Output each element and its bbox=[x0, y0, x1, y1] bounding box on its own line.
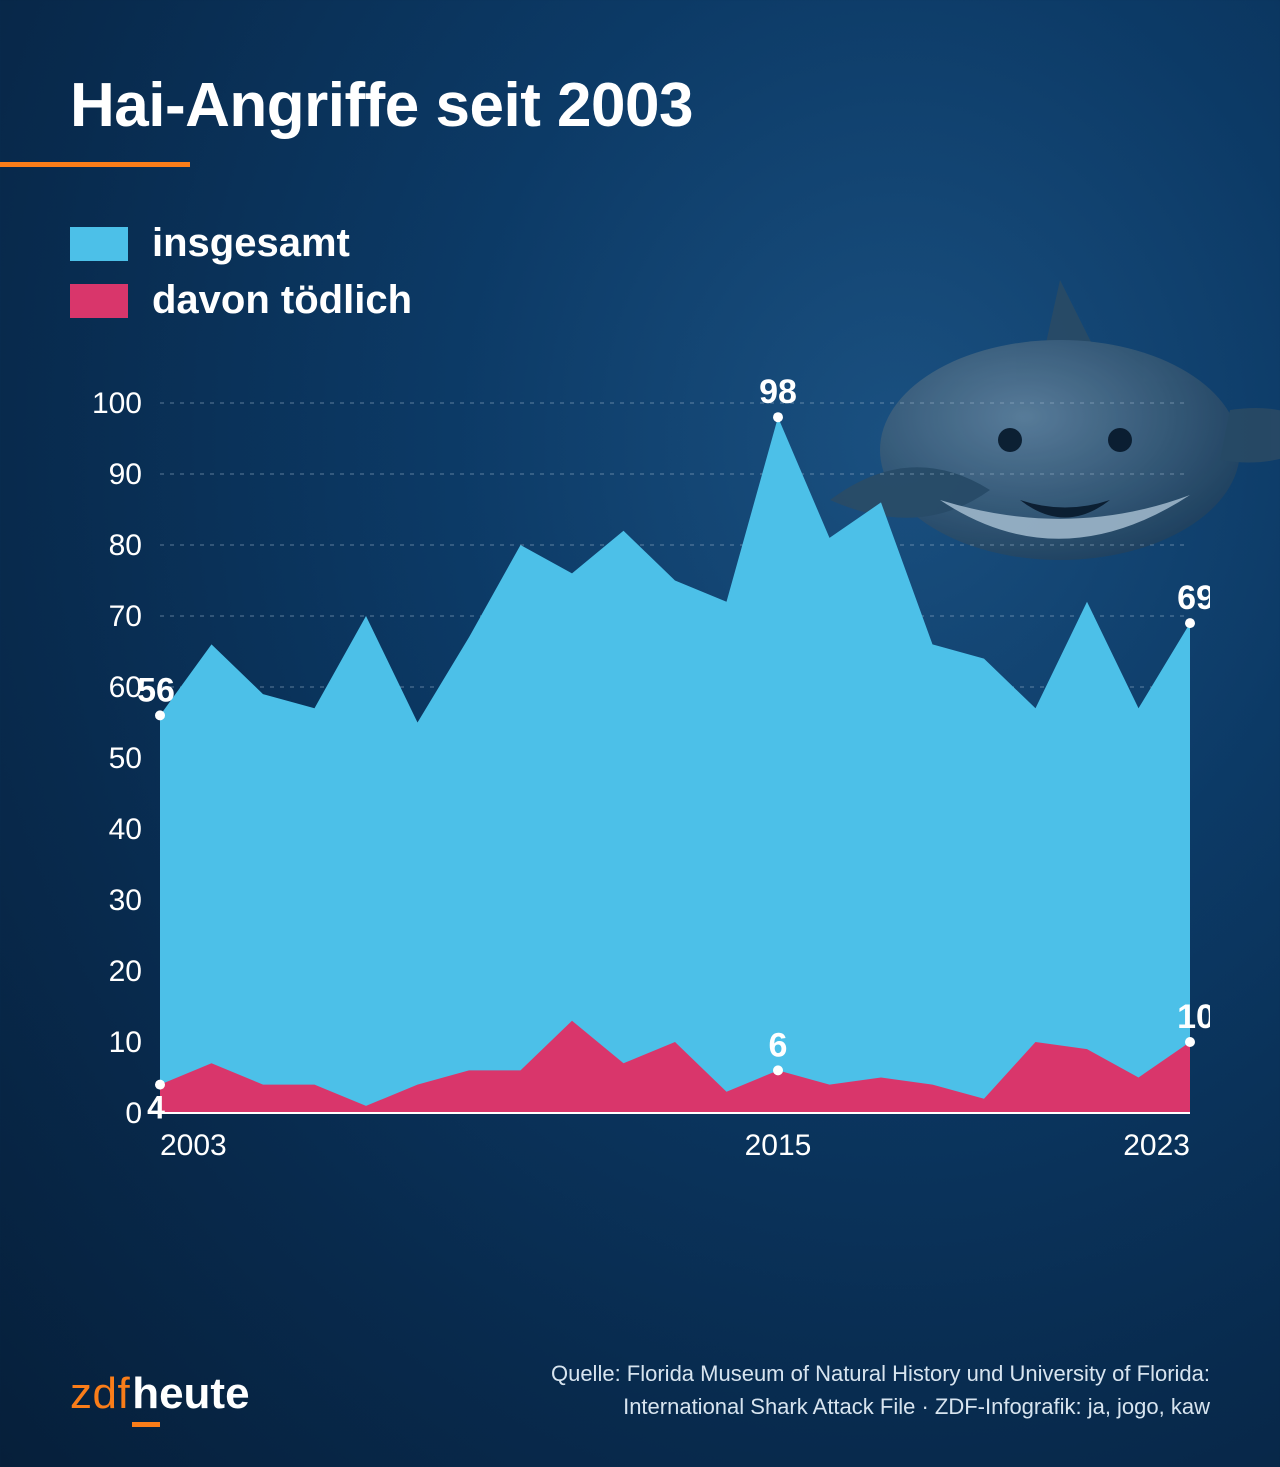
chart-title: Hai-Angriffe seit 2003 bbox=[70, 70, 1210, 141]
svg-text:30: 30 bbox=[109, 884, 142, 917]
legend-label-total: insgesamt bbox=[152, 221, 350, 266]
source-line-2: International Shark Attack File · ZDF-In… bbox=[551, 1390, 1210, 1423]
svg-text:10: 10 bbox=[109, 1026, 142, 1059]
point-label: 69 bbox=[1177, 579, 1210, 617]
source-text: Quelle: Florida Museum of Natural Histor… bbox=[551, 1357, 1210, 1423]
data-point bbox=[773, 1065, 783, 1075]
area-total bbox=[160, 417, 1190, 1113]
data-point bbox=[773, 412, 783, 422]
legend-label-fatal: davon tödlich bbox=[152, 278, 412, 323]
point-label: 98 bbox=[759, 373, 797, 411]
svg-text:70: 70 bbox=[109, 600, 142, 633]
svg-text:100: 100 bbox=[92, 387, 142, 420]
point-label: 6 bbox=[769, 1026, 788, 1064]
data-point bbox=[155, 710, 165, 720]
legend-swatch-total bbox=[70, 227, 128, 261]
point-label: 10 bbox=[1177, 998, 1210, 1036]
svg-text:2015: 2015 bbox=[745, 1129, 812, 1162]
accent-rule bbox=[0, 162, 190, 167]
data-point bbox=[155, 1080, 165, 1090]
area-chart: 0102030405060708090100200320152023569869… bbox=[70, 363, 1210, 1173]
legend: insgesamt davon tödlich bbox=[70, 221, 1210, 323]
svg-text:50: 50 bbox=[109, 742, 142, 775]
data-point bbox=[1185, 618, 1195, 628]
svg-text:80: 80 bbox=[109, 529, 142, 562]
legend-swatch-fatal bbox=[70, 284, 128, 318]
point-label: 56 bbox=[137, 671, 175, 709]
svg-text:0: 0 bbox=[125, 1097, 142, 1130]
svg-text:40: 40 bbox=[109, 813, 142, 846]
point-label: 4 bbox=[147, 1090, 165, 1126]
legend-item-total: insgesamt bbox=[70, 221, 1210, 266]
logo-part-zdf: zdf bbox=[70, 1369, 130, 1419]
svg-text:20: 20 bbox=[109, 955, 142, 988]
svg-text:90: 90 bbox=[109, 458, 142, 491]
svg-text:2023: 2023 bbox=[1123, 1129, 1190, 1162]
zdfheute-logo: zdfheute bbox=[70, 1369, 250, 1423]
legend-item-fatal: davon tödlich bbox=[70, 278, 1210, 323]
svg-text:2003: 2003 bbox=[160, 1129, 227, 1162]
logo-part-heute: heute bbox=[132, 1369, 249, 1423]
source-line-1: Quelle: Florida Museum of Natural Histor… bbox=[551, 1357, 1210, 1390]
data-point bbox=[1185, 1037, 1195, 1047]
